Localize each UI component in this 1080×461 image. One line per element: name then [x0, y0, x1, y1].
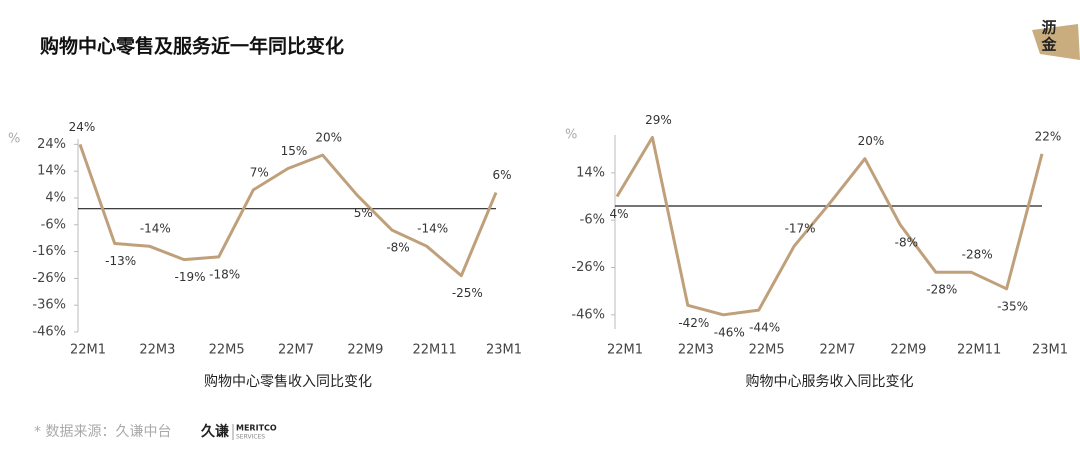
y-tick-label: -6% [580, 213, 605, 228]
x-tick-label: 22M11 [957, 343, 1001, 358]
logo-shape [1032, 24, 1080, 60]
value-label: -44% [749, 321, 780, 335]
page-title: 购物中心零售及服务近一年同比变化 [40, 35, 344, 58]
value-label: -35% [997, 299, 1028, 313]
y-tick-label: -6% [41, 217, 66, 232]
value-label: 20% [858, 134, 885, 148]
x-tick-label: 23M1 [486, 343, 522, 358]
value-label: 24% [69, 120, 96, 134]
x-tick-label: 22M7 [819, 343, 855, 358]
source-note: * 数据来源：久谦中台 [34, 424, 171, 440]
y-tick-label: -46% [32, 325, 66, 340]
value-label: 6% [492, 168, 511, 182]
x-axis-title: 购物中心零售收入同比变化 [204, 374, 372, 390]
value-label: 7% [250, 165, 269, 179]
x-tick-label: 22M1 [70, 343, 106, 358]
data-line [615, 135, 1044, 317]
y-tick-label: 4% [45, 190, 66, 205]
x-tick-label: 22M3 [678, 343, 714, 358]
source-logo-cn: 久谦 [200, 423, 230, 440]
x-tick-label: 22M9 [890, 343, 926, 358]
y-tick-label: 14% [576, 165, 605, 180]
data-line [78, 143, 498, 278]
value-label: -25% [452, 286, 483, 300]
value-label: 22% [1035, 129, 1062, 143]
logo-char: 金 [1040, 36, 1057, 54]
value-label: 5% [354, 206, 373, 220]
x-tick-label: 22M1 [607, 343, 643, 358]
value-label: 20% [315, 131, 342, 145]
y-tick-label: -26% [32, 271, 66, 286]
value-label: -42% [678, 316, 709, 330]
charts: % -46% -36% -26% -16% -6% 4% 14% 24% 22M1 22M3 22M5… [8, 113, 1068, 390]
value-label: -8% [386, 241, 409, 255]
x-tick-label: 22M3 [139, 343, 175, 358]
x-tick-label: 23M1 [1032, 343, 1068, 358]
y-tick-label: 24% [37, 137, 66, 152]
value-label: -8% [895, 235, 918, 249]
x-tick-label: 22M9 [347, 343, 383, 358]
chart: % -46% -36% -26% -16% -6% 4% 14% 24% 22M1 22M3 22M5… [8, 120, 522, 390]
x-tick-label: 22M7 [278, 343, 314, 358]
x-tick-label: 22M11 [413, 343, 457, 358]
value-label: -28% [926, 283, 957, 297]
y-tick-label: -36% [32, 298, 66, 313]
chart: % -46% -26% -6% 14% 22M1 22M3 22M5 22M7 22M9 22M11… [565, 113, 1068, 390]
value-label: 4% [609, 207, 628, 221]
source-logo-en: MERITCO [236, 424, 277, 433]
value-label: -14% [140, 222, 171, 236]
value-label: -13% [105, 254, 136, 268]
y-tick-label: 14% [37, 164, 66, 179]
value-label: 29% [645, 113, 672, 127]
x-axis-title: 购物中心服务收入同比变化 [746, 374, 914, 390]
source-logo-sub: SERVICES [236, 434, 265, 441]
value-label: -17% [785, 222, 816, 236]
logo: 沥 金 [1032, 19, 1080, 60]
x-tick-label: 22M5 [209, 343, 245, 358]
value-label: -18% [209, 267, 240, 281]
x-tick-label: 22M5 [749, 343, 785, 358]
y-unit: % [8, 132, 20, 147]
y-tick-label: -16% [32, 244, 66, 259]
value-label: -14% [417, 222, 448, 236]
value-label: -46% [714, 325, 745, 339]
y-unit: % [565, 128, 577, 143]
value-label: -19% [174, 270, 205, 284]
value-label: -28% [962, 248, 993, 262]
y-tick-label: -46% [571, 307, 605, 322]
value-label: 15% [281, 144, 308, 158]
logo-char: 沥 [1041, 19, 1056, 37]
y-tick-label: -26% [571, 260, 605, 275]
